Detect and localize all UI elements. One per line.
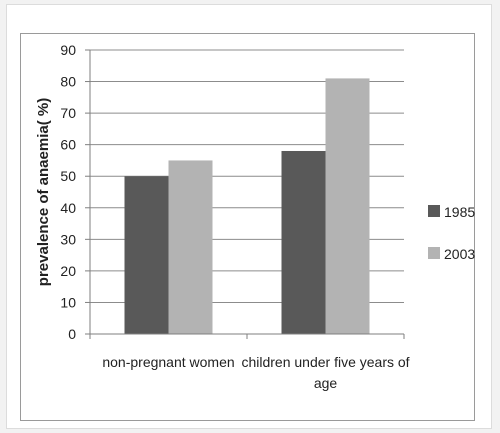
x-category-label: children under five years of [241,354,409,370]
chart-area [20,33,475,421]
y-tick-label: 50 [60,168,76,184]
legend-label-1985: 1985 [444,204,475,220]
y-tick-label: 10 [60,294,76,310]
y-tick-label: 80 [60,74,76,90]
bar-1985-2 [281,150,326,334]
y-tick-label: 60 [60,137,76,153]
bar-2003-1 [168,160,213,334]
bar-2003-2 [325,78,370,335]
y-tick-label: 20 [60,263,76,279]
legend-swatch-1985 [428,205,440,217]
y-tick-labels: 0 10 20 30 40 50 60 70 80 90 [60,42,76,342]
x-category-label: non-pregnant women [102,354,234,370]
bar-1985-1 [124,176,169,334]
y-tick-label: 30 [60,231,76,247]
bars [124,78,370,335]
legend-label-2003: 2003 [444,246,475,262]
y-tick-label: 40 [60,200,76,216]
y-tick-label: 70 [60,105,76,121]
x-category-label: age [314,375,338,391]
x-category-labels: non-pregnant women children under five ye… [102,354,409,391]
y-tick-label: 0 [68,326,76,342]
legend: 1985 2003 [428,204,475,262]
y-tick-label: 90 [60,42,76,58]
legend-swatch-2003 [428,247,440,259]
y-axis-title: prevalence of anaemia( %) [35,98,52,286]
axes [85,49,405,339]
